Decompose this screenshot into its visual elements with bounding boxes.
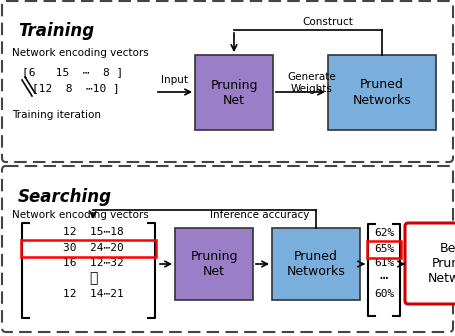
Text: ⋮: ⋮: [89, 271, 97, 285]
Text: [12  8  ⋯10 ]: [12 8 ⋯10 ]: [32, 83, 120, 93]
Text: Pruning
Net: Pruning Net: [190, 250, 238, 278]
Text: 16  12⋯32: 16 12⋯32: [63, 258, 123, 268]
FancyBboxPatch shape: [328, 55, 436, 130]
Text: Training: Training: [18, 22, 94, 40]
Text: 65%: 65%: [374, 244, 394, 254]
Text: Generate
Weights: Generate Weights: [288, 72, 336, 94]
Text: Construct: Construct: [303, 17, 354, 27]
FancyBboxPatch shape: [272, 228, 360, 300]
Text: Network encoding vectors: Network encoding vectors: [12, 210, 149, 220]
Text: 62%: 62%: [374, 228, 394, 238]
Text: 30  24⋯20: 30 24⋯20: [63, 243, 123, 253]
Text: 12  14⋯21: 12 14⋯21: [63, 289, 123, 299]
Text: Training iteration: Training iteration: [12, 110, 101, 120]
Text: 61%: 61%: [374, 258, 394, 268]
Text: Pruning
Net: Pruning Net: [210, 79, 258, 107]
Text: Pruned
Networks: Pruned Networks: [287, 250, 345, 278]
FancyBboxPatch shape: [405, 223, 455, 304]
Text: 60%: 60%: [374, 289, 394, 299]
FancyBboxPatch shape: [2, 166, 453, 332]
FancyBboxPatch shape: [2, 1, 453, 162]
Text: Input: Input: [162, 75, 188, 85]
Text: Network encoding vectors: Network encoding vectors: [12, 48, 149, 58]
Text: Searching: Searching: [18, 188, 112, 206]
Text: [6   15  ⋯  8 ]: [6 15 ⋯ 8 ]: [22, 67, 123, 77]
Text: ⋯: ⋯: [380, 271, 388, 285]
Text: Inference accuracy: Inference accuracy: [210, 210, 309, 220]
FancyBboxPatch shape: [175, 228, 253, 300]
Text: Best
Pruned
Network: Best Pruned Network: [428, 242, 455, 285]
FancyBboxPatch shape: [195, 55, 273, 130]
Text: Pruned
Networks: Pruned Networks: [353, 79, 411, 107]
Text: 12  15⋯18: 12 15⋯18: [63, 227, 123, 237]
